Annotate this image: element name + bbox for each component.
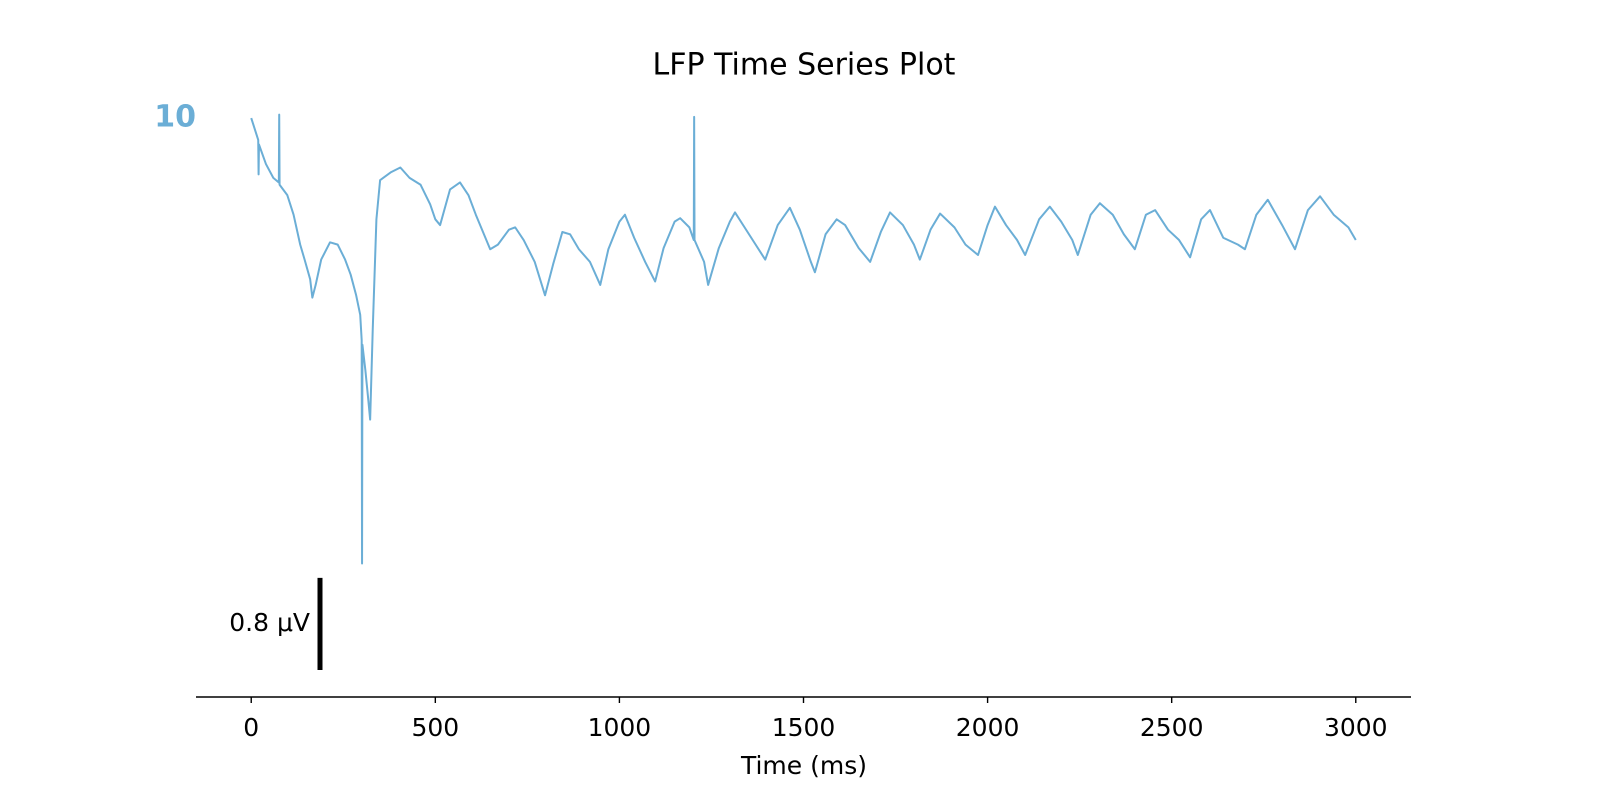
x-tick-label: 2500 xyxy=(1140,713,1204,742)
x-tick-label: 3000 xyxy=(1324,713,1388,742)
chart-title: LFP Time Series Plot xyxy=(653,48,956,83)
x-axis-label: Time (ms) xyxy=(740,751,867,780)
lfp-trace xyxy=(250,113,1357,565)
x-tick-label: 1500 xyxy=(772,713,836,742)
scale-bar-label: 0.8 μV xyxy=(229,608,310,637)
x-tick-label: 500 xyxy=(411,713,459,742)
x-tick-label: 0 xyxy=(243,713,259,742)
x-tick-label: 2000 xyxy=(956,713,1020,742)
channel-label: 10 xyxy=(154,100,196,135)
x-tick-label: 1000 xyxy=(588,713,652,742)
